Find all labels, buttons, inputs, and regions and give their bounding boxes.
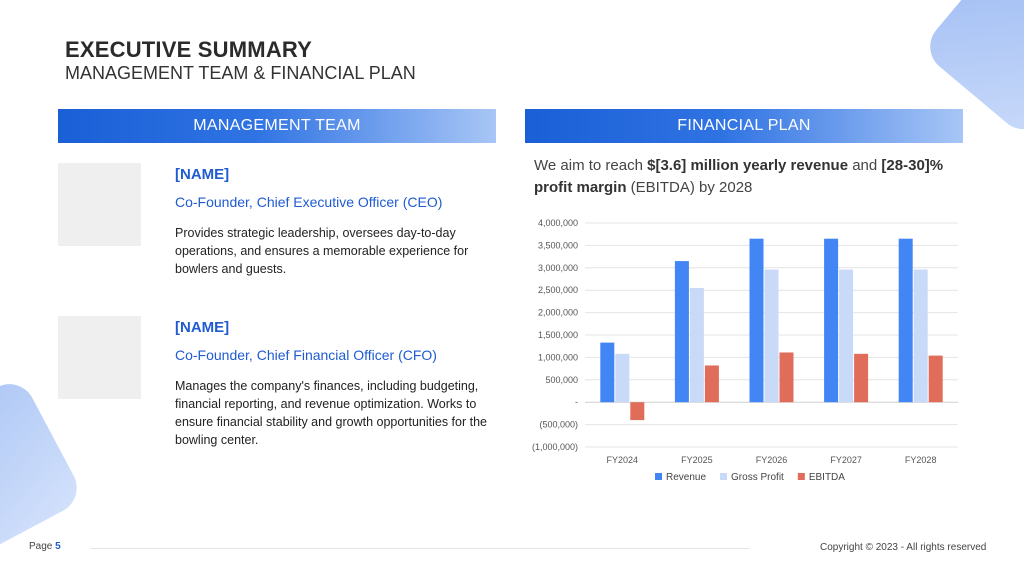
member-name: [NAME]	[175, 319, 230, 336]
page-indicator: Page 5	[29, 541, 61, 552]
bar	[600, 342, 615, 403]
goal-margin: [28-30]% profit margin	[534, 157, 944, 196]
copyright-text: Copyright © 2023 - All rights reserved	[820, 542, 987, 553]
page-title: EXECUTIVE SUMMARY	[65, 37, 313, 62]
legend-swatch	[655, 473, 662, 480]
goal-text-mid: and	[848, 157, 882, 174]
page-subtitle: MANAGEMENT TEAM & FINANCIAL PLAN	[65, 63, 416, 83]
bar	[689, 287, 704, 403]
member-photo-placeholder	[58, 316, 141, 399]
legend-swatch	[797, 473, 805, 480]
x-tick-label: FY2027	[830, 455, 862, 465]
goal-revenue: $[3.6] million yearly revenue	[647, 157, 849, 174]
y-tick-label: 2,500,000	[538, 285, 578, 295]
y-tick-label: 1,000,000	[538, 352, 578, 362]
bar	[913, 269, 928, 403]
bar	[630, 402, 645, 421]
page-number: 5	[55, 541, 61, 552]
y-tick-label: 3,500,000	[538, 240, 578, 250]
bar	[779, 352, 794, 403]
goal-text-post: (EBITDA) by 2028	[626, 179, 753, 196]
member-role: Co-Founder, Chief Financial Officer (CFO…	[175, 347, 437, 363]
decorative-shape-bottom-left	[0, 375, 86, 555]
page-label: Page	[29, 541, 53, 552]
member-description: Manages the company's finances, includin…	[175, 379, 487, 447]
legend-label: Gross Profit	[731, 472, 784, 483]
y-tick-label: (1,000,000)	[532, 442, 578, 452]
bar	[704, 365, 719, 403]
member-role: Co-Founder, Chief Executive Officer (CEO…	[175, 194, 443, 210]
y-tick-label: (500,000)	[539, 420, 578, 430]
financial-plan-header: FINANCIAL PLAN	[525, 109, 963, 143]
bar	[898, 238, 913, 403]
footer-divider	[90, 548, 750, 549]
y-tick-label: 1,500,000	[538, 330, 578, 340]
bar	[749, 238, 764, 403]
legend-label: Revenue	[666, 472, 706, 483]
bar	[839, 269, 854, 403]
y-tick-label: -	[575, 397, 578, 407]
bar	[928, 355, 943, 403]
financial-plan-heading: FINANCIAL PLAN	[677, 117, 811, 134]
financial-goal-text: We aim to reach $[3.6] million yearly re…	[534, 155, 954, 199]
legend-label: EBITDA	[809, 472, 845, 483]
member-photo-placeholder	[58, 163, 141, 246]
bar	[854, 353, 869, 403]
member-name: [NAME]	[175, 166, 230, 183]
bar	[764, 269, 779, 403]
legend-swatch	[720, 473, 728, 480]
x-tick-label: FY2028	[905, 455, 937, 465]
y-tick-label: 2,000,000	[538, 308, 578, 318]
financial-bar-chart: 4,000,000 3,500,000 3,000,000 2,500,000 2,00…	[532, 218, 958, 483]
management-team-heading: MANAGEMENT TEAM	[193, 117, 361, 134]
x-tick-label: FY2024	[607, 455, 639, 465]
goal-text-pre: We aim to reach	[534, 157, 648, 174]
management-team-header: MANAGEMENT TEAM	[58, 109, 496, 143]
bar	[674, 261, 689, 403]
bar	[615, 353, 630, 403]
y-tick-label: 500,000	[545, 375, 578, 385]
x-tick-label: FY2026	[756, 455, 788, 465]
x-tick-label: FY2025	[681, 455, 713, 465]
y-tick-label: 3,000,000	[538, 263, 578, 273]
y-tick-label: 4,000,000	[538, 218, 578, 228]
bar	[824, 238, 839, 403]
member-description: Provides strategic leadership, oversees …	[175, 226, 469, 276]
